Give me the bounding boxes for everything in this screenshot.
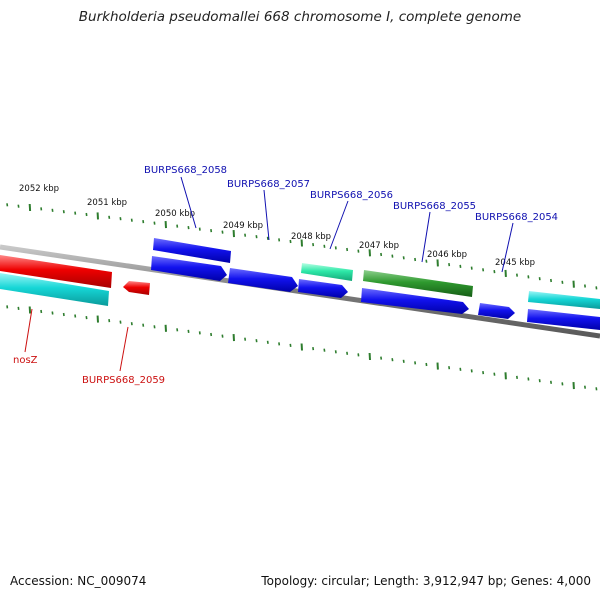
- gene-cyan-upper-right[interactable]: [528, 291, 600, 309]
- gene-cyan-left[interactable]: [0, 273, 109, 306]
- scale-label-2052: 2052 kbp: [19, 184, 59, 194]
- gene-blue-lower-6[interactable]: [527, 309, 600, 330]
- leader-2055: [421, 211, 431, 263]
- gene-nosZ[interactable]: [0, 255, 112, 288]
- accession-text: Accession: NC_009074: [10, 574, 147, 588]
- scale-label-2047: 2047 kbp: [359, 241, 399, 251]
- scale-label-2051: 2051 kbp: [87, 198, 127, 208]
- scale-label-2046: 2046 kbp: [427, 250, 467, 260]
- gene-blue-lower-5[interactable]: [478, 303, 515, 319]
- gene-blue-lower-1[interactable]: [151, 256, 227, 281]
- scale-label-2050: 2050 kbp: [155, 209, 195, 219]
- scale-label-2049: 2049 kbp: [223, 221, 263, 231]
- leader-2054: [501, 222, 514, 273]
- leader-2056: [329, 200, 349, 250]
- gene-teal-upper[interactable]: [301, 263, 353, 281]
- gene-blue-lower-4[interactable]: [361, 288, 469, 314]
- outer-scale-ticks: [6, 203, 598, 290]
- gene-label-nosZ[interactable]: nosZ: [13, 355, 38, 366]
- scale-label-2048: 2048 kbp: [291, 232, 331, 242]
- gene-BURPS668-2058[interactable]: [153, 238, 231, 263]
- gene-BURPS668-2059[interactable]: [123, 281, 150, 295]
- leader-2058: [180, 176, 197, 229]
- map-title: Burkholderia pseudomallei 668 chromosome…: [78, 9, 522, 25]
- gene-label-2055[interactable]: BURPS668_2055: [393, 201, 476, 212]
- leader-nosZ: [24, 308, 33, 353]
- gene-green-upper[interactable]: [363, 270, 473, 297]
- leader-2059: [119, 326, 129, 372]
- gene-blue-lower-3[interactable]: [298, 279, 348, 298]
- gene-label-2059[interactable]: BURPS668_2059: [82, 375, 165, 386]
- gene-blue-lower-2[interactable]: [228, 268, 298, 292]
- gene-label-2054[interactable]: BURPS668_2054: [475, 212, 558, 223]
- gene-label-2057[interactable]: BURPS668_2057: [227, 179, 310, 190]
- inner-scale-ticks: [6, 305, 598, 391]
- leader-2057: [263, 189, 270, 241]
- genome-summary-text: Topology: circular; Length: 3,912,947 bp…: [261, 574, 591, 588]
- gene-label-2058[interactable]: BURPS668_2058: [144, 165, 227, 176]
- gene-label-2056[interactable]: BURPS668_2056: [310, 190, 393, 201]
- scale-label-2045: 2045 kbp: [495, 258, 535, 268]
